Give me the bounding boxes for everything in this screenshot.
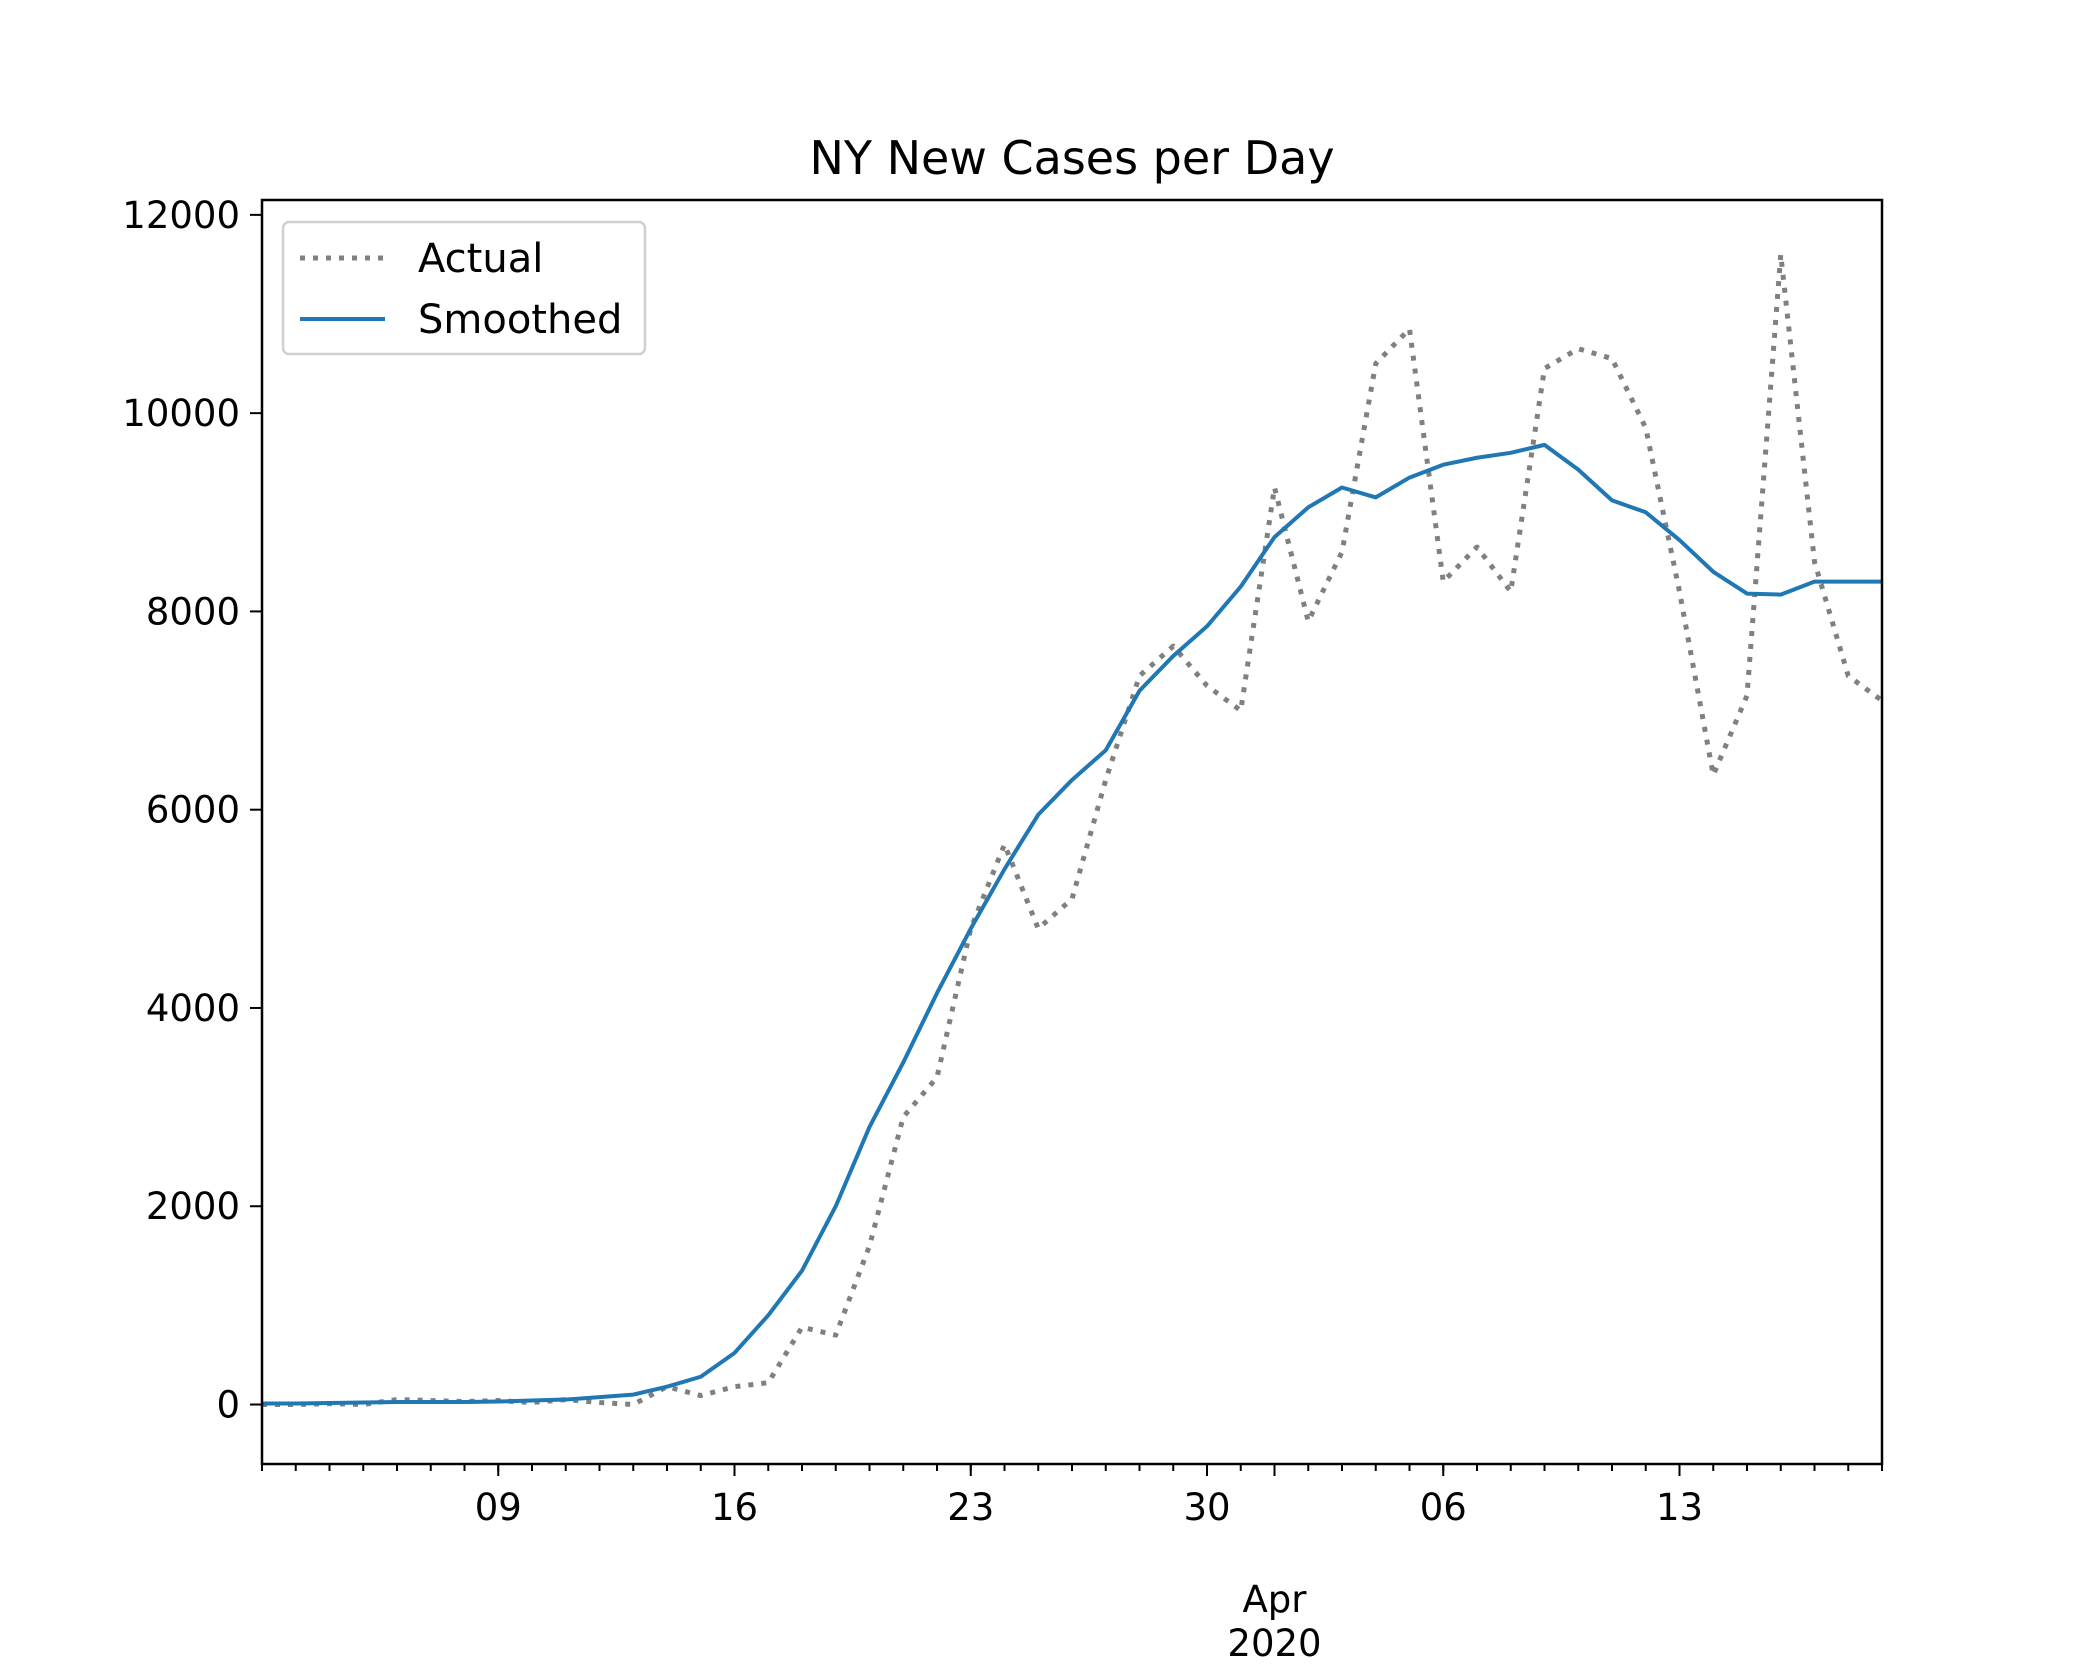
legend-label-actual: Actual [418, 236, 543, 282]
x-tick-label: 30 [1183, 1486, 1230, 1529]
y-tick-label: 4000 [146, 987, 240, 1030]
x-tick-label: 09 [475, 1486, 522, 1529]
x-tick-label: 16 [711, 1486, 758, 1529]
x-tick-label: 06 [1420, 1486, 1467, 1529]
x-tick-label: 23 [947, 1486, 994, 1529]
chart-title: NY New Cases per Day [809, 131, 1334, 185]
y-tick-label: 12000 [122, 194, 240, 237]
y-tick-label: 0 [216, 1384, 240, 1427]
x-month-label: Apr [1242, 1578, 1307, 1621]
legend: Actual Smoothed [281, 220, 647, 356]
x-tick-label: 13 [1656, 1486, 1703, 1529]
y-axis: 0 2000 4000 6000 8000 10000 12000 [122, 194, 262, 1427]
x-year-label: 2020 [1227, 1622, 1321, 1665]
y-tick-label: 6000 [146, 789, 240, 832]
y-tick-label: 2000 [146, 1185, 240, 1228]
series-line-smoothed [262, 442, 1882, 1406]
legend-label-smoothed: Smoothed [418, 297, 622, 343]
y-tick-label: 10000 [122, 392, 240, 435]
y-tick-label: 8000 [146, 590, 240, 633]
